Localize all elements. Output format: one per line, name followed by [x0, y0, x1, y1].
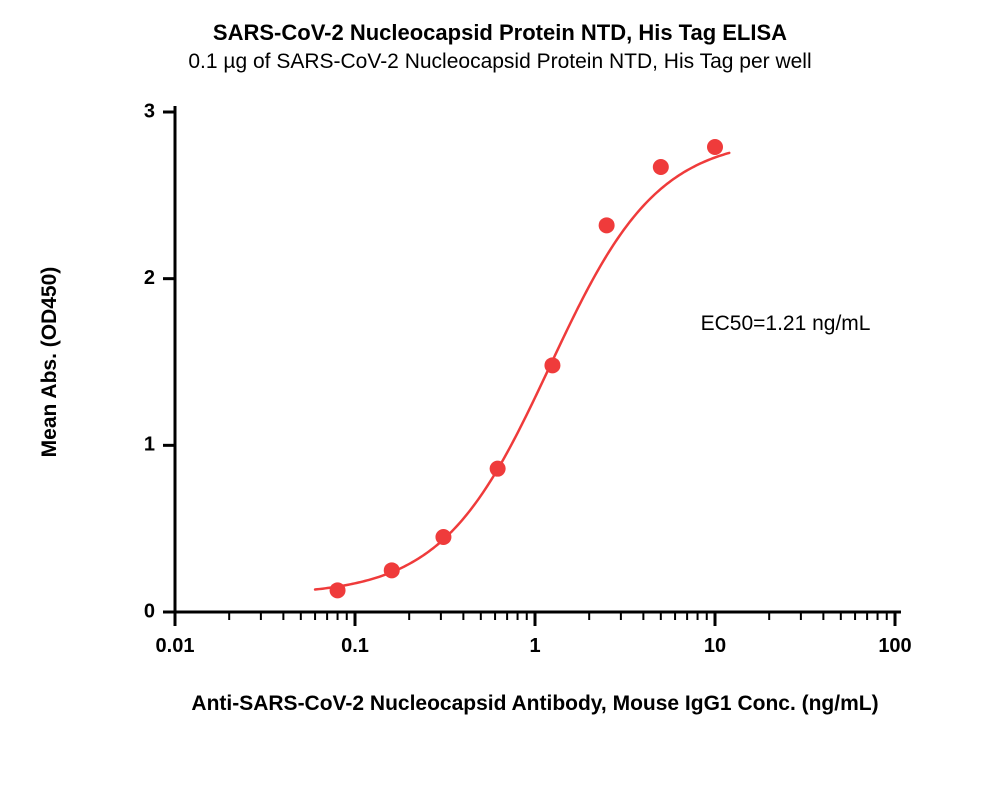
x-tick-label: 10 [704, 635, 726, 657]
x-tick-label: 100 [878, 635, 911, 657]
data-point [544, 357, 560, 373]
x-tick-label: 1 [529, 635, 540, 657]
data-point [435, 529, 451, 545]
y-tick-label: 0 [144, 600, 155, 622]
data-point [653, 159, 669, 175]
y-tick-label: 1 [144, 434, 155, 456]
y-tick-label: 2 [144, 267, 155, 289]
data-point [599, 217, 615, 233]
data-point [384, 562, 400, 578]
data-point [330, 582, 346, 598]
data-point [707, 139, 723, 155]
y-tick-label: 3 [144, 100, 155, 122]
data-point [490, 461, 506, 477]
fit-curve [315, 153, 729, 590]
chart-container: SARS-CoV-2 Nucleocapsid Protein NTD, His… [0, 0, 1000, 786]
plot-svg: 0 1 2 3 0.01 0.1 1 10 100 [0, 0, 1000, 786]
x-tick-label: 0.1 [341, 635, 369, 657]
x-tick-label: 0.01 [156, 635, 195, 657]
